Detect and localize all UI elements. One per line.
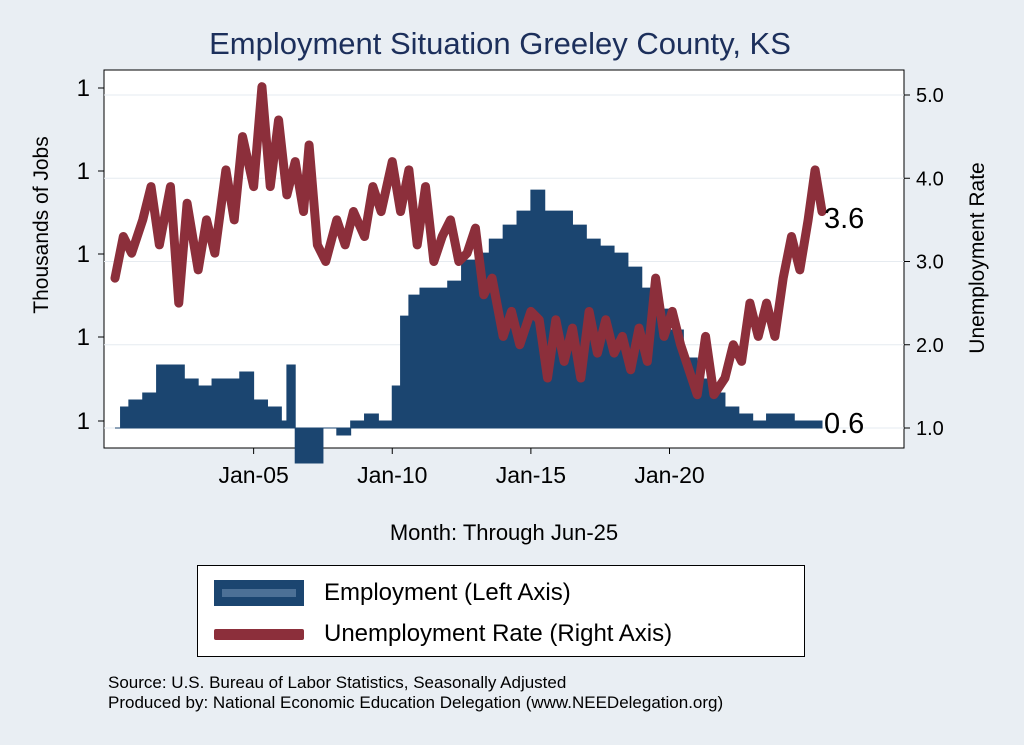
y-left-tick-label: 1	[77, 75, 90, 102]
legend-item-unemployment: Unemployment Rate (Right Axis)	[214, 620, 672, 648]
y-right-tick-label: 5.0	[916, 85, 944, 107]
y-right-tick-label: 2.0	[916, 335, 944, 357]
y-left-tick-label: 1	[77, 324, 90, 351]
legend-label-employment: Employment (Left Axis)	[324, 579, 571, 606]
y-right-tick-label: 3.0	[916, 252, 944, 274]
x-tick-label: Jan-05	[218, 462, 288, 488]
legend-item-employment: Employment (Left Axis)	[214, 579, 571, 607]
producer-line: Produced by: National Economic Education…	[108, 693, 724, 712]
legend: Employment (Left Axis) Unemployment Rate…	[197, 565, 805, 657]
y-right-tick-label: 4.0	[916, 168, 944, 190]
source-line: Source: U.S. Bureau of Labor Statistics,…	[108, 673, 567, 692]
end-label-unemployment: 3.6	[824, 203, 864, 235]
x-tick-label: Jan-15	[496, 462, 566, 488]
legend-swatch-unemployment	[214, 628, 304, 640]
x-axis-label: Month: Through Jun-25	[389, 520, 619, 545]
y-left-tick-label: 1	[77, 241, 90, 268]
unemployment-line	[110, 82, 827, 400]
y-left-tick-label: 1	[77, 408, 90, 435]
y-axis-left-label: Thousands of Jobs	[30, 136, 53, 314]
x-tick-label: Jan-20	[634, 462, 704, 488]
source-note: Source: U.S. Bureau of Labor Statistics,…	[108, 673, 723, 713]
y-axis-right-label: Unemployment Rate	[966, 162, 989, 354]
end-label-employment: 0.6	[824, 408, 864, 440]
y-left-tick-label: 1	[77, 158, 90, 185]
y-right-tick-label: 1.0	[916, 418, 944, 440]
legend-label-unemployment: Unemployment Rate (Right Axis)	[324, 620, 673, 647]
x-tick-label: Jan-10	[357, 462, 427, 488]
legend-swatch-employment	[214, 580, 304, 606]
chart-title: Employment Situation Greeley County, KS	[209, 26, 791, 61]
